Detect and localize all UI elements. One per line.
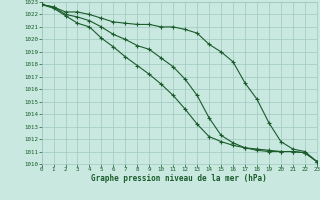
X-axis label: Graphe pression niveau de la mer (hPa): Graphe pression niveau de la mer (hPa) <box>91 174 267 183</box>
